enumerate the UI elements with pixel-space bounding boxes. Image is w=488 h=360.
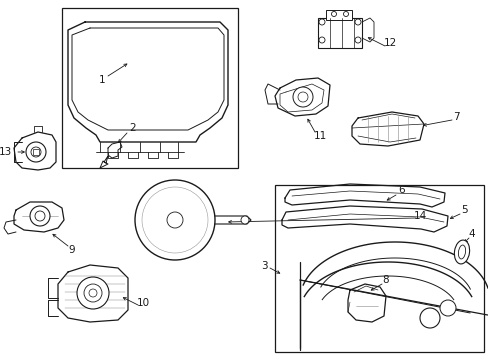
- Text: 4: 4: [468, 229, 474, 239]
- Circle shape: [30, 206, 50, 226]
- Text: 2: 2: [129, 123, 136, 133]
- Circle shape: [354, 19, 360, 25]
- Bar: [274, 185, 483, 352]
- Text: 14: 14: [412, 211, 426, 221]
- Circle shape: [297, 92, 307, 102]
- Circle shape: [354, 37, 360, 43]
- Circle shape: [84, 284, 102, 302]
- Circle shape: [343, 12, 348, 17]
- Text: 3: 3: [260, 261, 267, 271]
- Text: 10: 10: [136, 298, 149, 308]
- Circle shape: [292, 87, 312, 107]
- Circle shape: [439, 300, 455, 316]
- Circle shape: [419, 308, 439, 328]
- Ellipse shape: [457, 245, 465, 259]
- Text: 8: 8: [382, 275, 388, 285]
- Bar: [33, 149, 39, 155]
- Circle shape: [159, 204, 191, 236]
- Circle shape: [89, 289, 97, 297]
- Circle shape: [142, 187, 207, 253]
- Text: 12: 12: [383, 38, 396, 48]
- Bar: [325, 10, 351, 20]
- Circle shape: [135, 180, 215, 260]
- Text: 11: 11: [313, 131, 326, 141]
- Text: 6: 6: [398, 185, 405, 195]
- Circle shape: [147, 192, 203, 248]
- Text: 9: 9: [68, 245, 75, 255]
- Text: 1: 1: [99, 75, 105, 85]
- Circle shape: [153, 198, 197, 242]
- Bar: [317, 18, 361, 48]
- Circle shape: [31, 147, 41, 157]
- Circle shape: [77, 277, 109, 309]
- Text: 7: 7: [452, 112, 458, 122]
- Text: 13: 13: [0, 147, 12, 157]
- Ellipse shape: [453, 240, 468, 264]
- Circle shape: [35, 211, 45, 221]
- Circle shape: [331, 12, 336, 17]
- Text: 5: 5: [460, 205, 467, 215]
- Circle shape: [241, 216, 248, 224]
- Bar: [62, 8, 238, 168]
- Circle shape: [318, 37, 325, 43]
- Circle shape: [318, 19, 325, 25]
- Circle shape: [167, 212, 183, 228]
- Circle shape: [26, 142, 46, 162]
